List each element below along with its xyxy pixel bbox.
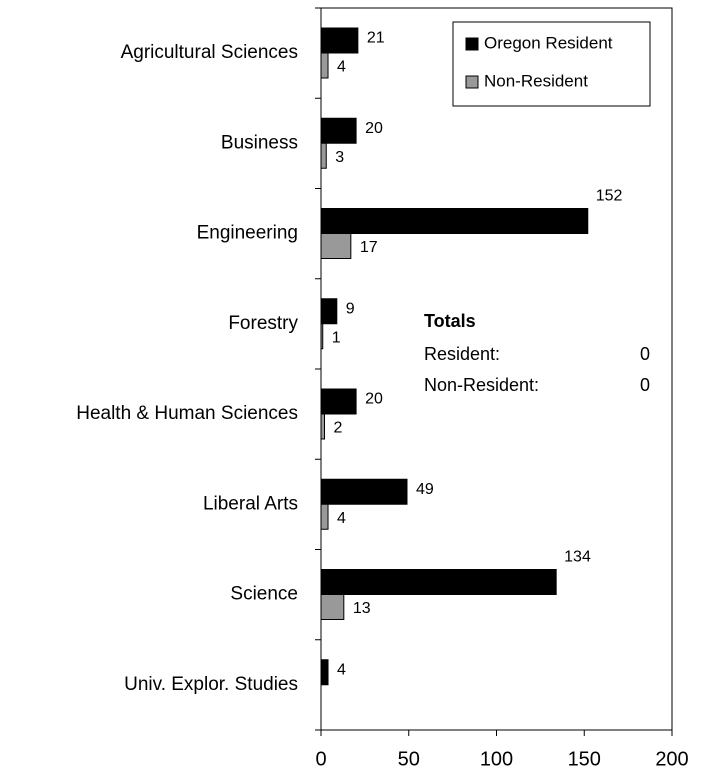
y-tick-label: Health & Human Sciences [76, 403, 298, 424]
bar [320, 117, 357, 144]
y-tick-label: Agricultural Sciences [121, 42, 298, 63]
data-label: 4 [337, 510, 346, 527]
data-label: 4 [337, 59, 346, 76]
totals-title: Totals [424, 311, 476, 331]
legend-label: Non-Resident [484, 71, 588, 90]
y-tick-label: Forestry [228, 313, 298, 334]
data-label: 134 [564, 549, 591, 566]
data-label: 3 [335, 149, 344, 166]
bar [320, 233, 352, 259]
data-label: 49 [416, 481, 434, 498]
data-label: 21 [367, 30, 385, 47]
legend-swatch [465, 37, 479, 51]
y-tick-label: Liberal Arts [203, 493, 298, 514]
legend-box [452, 21, 651, 107]
bar [320, 208, 589, 234]
bar [320, 594, 345, 620]
totals-value: 0 [640, 375, 650, 395]
bar [320, 478, 408, 505]
y-tick-label: Engineering [197, 223, 298, 244]
bar [320, 298, 338, 325]
totals-label: Non-Resident: [424, 375, 539, 395]
x-tick-label: 0 [315, 748, 326, 770]
data-label: 152 [596, 188, 623, 205]
y-tick-label: Business [221, 132, 298, 153]
legend-label: Oregon Resident [484, 33, 613, 52]
totals-label: Resident: [424, 344, 500, 364]
bar [320, 323, 324, 350]
totals-value: 0 [640, 344, 650, 364]
y-tick-label: Univ. Explor. Studies [124, 674, 298, 695]
bar [320, 659, 329, 686]
bar [320, 388, 357, 415]
bar [320, 413, 326, 440]
bar [320, 52, 329, 79]
x-tick-label: 100 [480, 748, 513, 770]
plot-frame [320, 7, 673, 731]
x-tick-label: 200 [655, 748, 688, 770]
data-label: 2 [334, 420, 343, 437]
bar [320, 569, 557, 595]
bar [320, 27, 359, 54]
data-label: 13 [353, 600, 371, 617]
x-tick-label: 150 [568, 748, 601, 770]
bar [320, 142, 327, 169]
bar [320, 503, 329, 530]
data-label: 4 [337, 661, 346, 678]
legend-swatch [465, 75, 479, 89]
data-label: 20 [365, 120, 383, 137]
data-label: 1 [332, 329, 341, 346]
data-label: 20 [365, 391, 383, 408]
data-label: 9 [346, 300, 355, 317]
x-tick-label: 50 [398, 748, 420, 770]
y-tick-label: Science [230, 584, 298, 605]
data-label: 17 [360, 239, 378, 256]
